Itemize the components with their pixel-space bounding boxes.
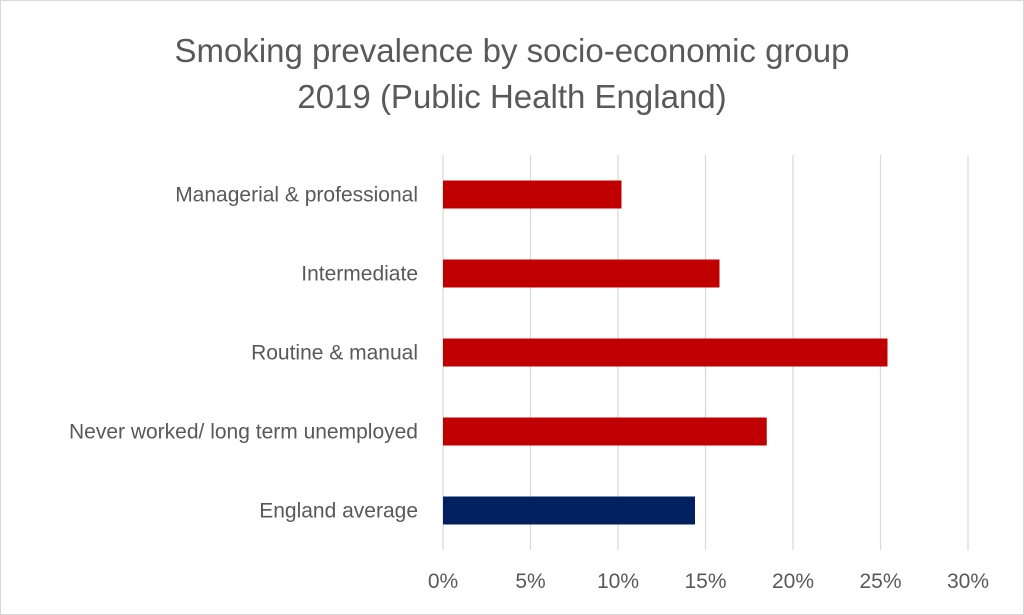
- category-label: England average: [259, 500, 418, 523]
- x-axis-tick-labels: 0% 5% 10% 15% 20% 25% 30%: [428, 570, 989, 593]
- chart-title: Smoking prevalence by socio-economic gro…: [0, 28, 1024, 120]
- x-tick-label: 0%: [428, 570, 458, 593]
- bars: [443, 180, 888, 525]
- chart-title-line-2: 2019 (Public Health England): [297, 78, 727, 115]
- bar: [443, 338, 888, 367]
- chart-title-line-1: Smoking prevalence by socio-economic gro…: [174, 32, 850, 69]
- category-label: Intermediate: [301, 263, 418, 286]
- bar: [443, 496, 695, 525]
- bar: [443, 180, 622, 209]
- category-labels: Managerial & professional Intermediate Rou…: [69, 184, 418, 523]
- x-tick-label: 15%: [684, 570, 726, 593]
- x-tick-label: 20%: [772, 570, 814, 593]
- category-label: Managerial & professional: [175, 184, 418, 207]
- bar: [443, 417, 767, 446]
- x-tick-label: 5%: [515, 570, 545, 593]
- x-tick-label: 30%: [947, 570, 989, 593]
- x-tick-label: 10%: [597, 570, 639, 593]
- category-label: Never worked/ long term unemployed: [69, 421, 418, 444]
- bar: [443, 259, 720, 288]
- category-label: Routine & manual: [251, 342, 418, 365]
- x-tick-label: 25%: [859, 570, 901, 593]
